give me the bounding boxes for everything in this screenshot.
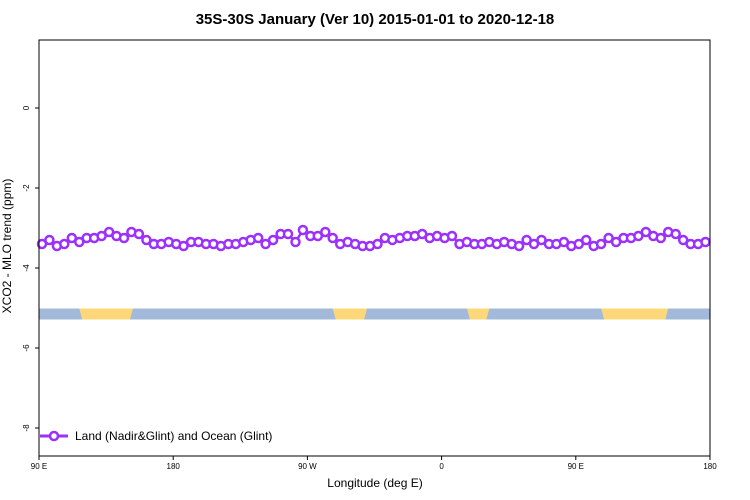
data-point xyxy=(260,238,271,250)
map-land-patch xyxy=(601,308,669,320)
data-point xyxy=(312,230,324,242)
y-tick-label: 0 xyxy=(22,105,31,110)
y-axis-label: XCO2 - MLO trend (ppm) xyxy=(0,179,14,314)
y-axis: 0 -2 -4 -6 -8 xyxy=(22,105,39,432)
data-point xyxy=(282,228,294,240)
data-point xyxy=(416,228,428,240)
x-axis: 90 E 180 90 W 0 90 E 180 xyxy=(31,456,717,471)
data-point xyxy=(96,230,107,242)
map-strip xyxy=(39,308,710,320)
legend-label: Land (Nadir&Glint) and Ocean (Glint) xyxy=(75,429,272,443)
y-tick-label: -2 xyxy=(22,184,31,192)
data-point xyxy=(595,238,607,250)
x-tick-label: 90 E xyxy=(31,462,47,471)
data-point xyxy=(580,234,592,246)
data-point xyxy=(267,234,279,246)
series-layer xyxy=(36,224,711,252)
data-point xyxy=(372,238,383,250)
data-point xyxy=(528,238,540,250)
data-point xyxy=(297,224,309,236)
data-point xyxy=(66,232,78,244)
data-point xyxy=(320,226,331,238)
chart-title: 35S-30S January (Ver 10) 2015-01-01 to 2… xyxy=(196,11,555,28)
legend-marker xyxy=(48,430,60,442)
map-land-patch xyxy=(466,308,490,320)
x-tick-label: 90 E xyxy=(568,462,584,471)
y-tick-label: -6 xyxy=(22,344,31,352)
data-point xyxy=(178,240,189,252)
data-point xyxy=(633,230,644,242)
data-point xyxy=(44,234,55,246)
data-point xyxy=(133,228,145,240)
data-point xyxy=(670,228,681,240)
data-point xyxy=(536,234,547,246)
x-tick-label: 90 W xyxy=(298,462,317,471)
data-point xyxy=(603,232,614,244)
legend: Land (Nadir&Glint) and Ocean (Glint) xyxy=(40,429,272,443)
x-tick-label: 180 xyxy=(167,462,181,471)
data-point xyxy=(655,232,667,244)
map-land-patch xyxy=(79,308,133,320)
plot-frame xyxy=(38,39,711,457)
map-land-patch xyxy=(332,308,368,320)
x-tick-label: 180 xyxy=(703,462,717,471)
y-tick-label: -8 xyxy=(22,424,31,432)
x-tick-label: 0 xyxy=(439,462,444,471)
data-point xyxy=(327,232,338,244)
data-point xyxy=(446,230,458,242)
data-point xyxy=(513,240,525,252)
data-point xyxy=(290,236,301,248)
data-point xyxy=(252,232,264,244)
y-tick-label: -4 xyxy=(22,264,31,272)
data-point xyxy=(59,238,70,250)
data-point xyxy=(118,232,130,244)
x-axis-label: Longitude (deg E) xyxy=(327,476,422,490)
data-point xyxy=(700,236,711,248)
map-ocean-band xyxy=(39,308,710,320)
